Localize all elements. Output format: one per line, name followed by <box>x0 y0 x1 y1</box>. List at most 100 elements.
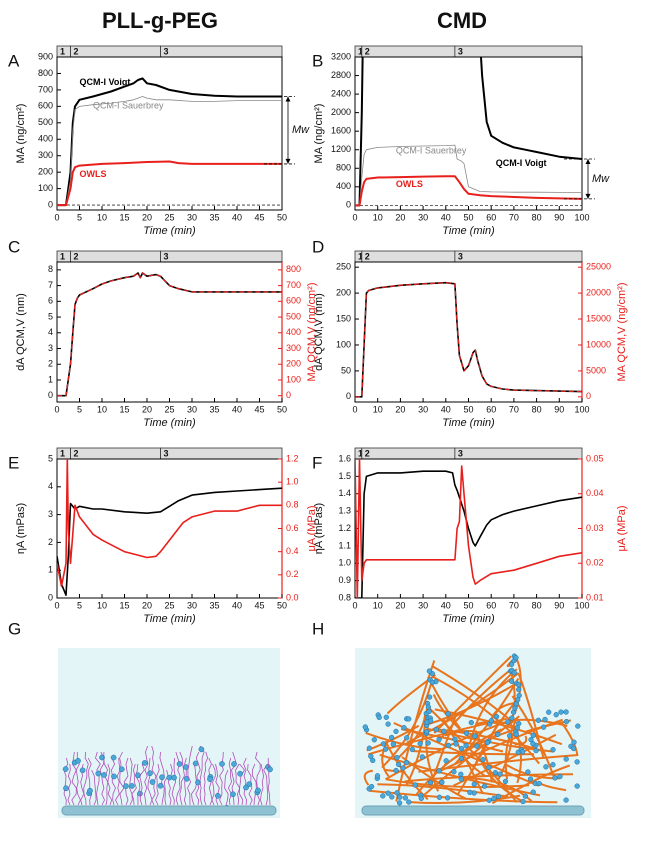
y-tick-label: 1 <box>48 374 53 384</box>
water-molecule <box>453 741 459 747</box>
water-molecule <box>237 770 243 777</box>
cmd-chain <box>452 733 557 787</box>
water-molecule <box>535 717 542 723</box>
data-line <box>355 282 582 398</box>
water-molecule <box>385 721 391 727</box>
y-tick-label: 400 <box>38 134 53 144</box>
water-molecule <box>267 766 273 773</box>
water-molecule <box>123 783 129 789</box>
water-molecule <box>502 778 509 785</box>
cmd-chain <box>481 762 524 803</box>
water-molecule <box>397 794 403 800</box>
x-tick-label: 100 <box>574 600 589 610</box>
cmd-chain <box>409 794 521 805</box>
water-molecule <box>390 741 396 747</box>
water-molecule <box>445 742 452 749</box>
phase-label: 3 <box>458 251 463 261</box>
water-molecule <box>75 757 81 764</box>
series-label: OWLS <box>80 169 107 179</box>
y-tick-label: 3200 <box>331 51 351 61</box>
x-tick-label: 30 <box>418 404 428 414</box>
water-molecule <box>513 655 519 661</box>
polymer-chain <box>227 757 232 806</box>
x-tick-label: 30 <box>187 600 197 610</box>
water-molecule <box>436 768 442 774</box>
phase-bar <box>160 45 283 58</box>
water-molecule <box>366 745 373 751</box>
x-tick-label: 15 <box>119 212 129 222</box>
y-tick-label: 0 <box>346 200 351 210</box>
x-tick-label: 40 <box>441 404 451 414</box>
y-tick-label: 100 <box>336 339 351 349</box>
water-molecule <box>574 759 580 765</box>
x-tick-label: 10 <box>97 404 107 414</box>
water-molecule <box>472 733 478 739</box>
water-molecule <box>563 709 569 715</box>
water-molecule <box>575 723 581 729</box>
phase-bar <box>454 45 583 58</box>
x-tick-label: 45 <box>254 404 264 414</box>
water-molecule <box>433 726 439 733</box>
x-tick-label: 100 <box>574 404 589 414</box>
polymer-chain <box>219 751 224 806</box>
phase-label: 2 <box>74 251 79 261</box>
x-tick-label: 90 <box>554 600 564 610</box>
water-molecule <box>243 784 249 791</box>
water-molecule <box>427 779 434 786</box>
water-molecule <box>516 686 522 693</box>
y-tick-label: 0 <box>48 592 53 602</box>
phase-bar <box>361 250 456 263</box>
water-molecule <box>474 743 480 749</box>
x-tick-label: 40 <box>441 600 451 610</box>
water-molecule <box>404 735 410 741</box>
x-tick-label: 0 <box>352 212 357 222</box>
water-molecule <box>426 694 433 700</box>
x-tick-label: 45 <box>254 600 264 610</box>
y-tick-label: 2 <box>48 537 53 547</box>
y2-tick-label: 0.0 <box>286 592 299 602</box>
water-molecule <box>497 771 503 777</box>
y-tick-label: 0.9 <box>338 575 351 585</box>
water-molecule <box>230 791 236 798</box>
phase-label: 2 <box>74 46 79 56</box>
phase-label: 1 <box>358 46 363 56</box>
water-molecule <box>557 773 563 780</box>
water-molecule <box>480 756 486 763</box>
substrate <box>361 805 585 816</box>
water-molecule <box>419 754 425 760</box>
polymer-chain <box>147 757 153 806</box>
water-molecule <box>530 789 536 795</box>
water-molecule <box>436 737 442 743</box>
water-molecule <box>481 783 488 789</box>
water-molecule <box>380 741 387 747</box>
water-molecule <box>495 793 502 800</box>
polymer-chain <box>239 763 245 806</box>
water-molecule <box>543 764 549 770</box>
cmd-chain <box>443 728 518 766</box>
x-tick-label: 5 <box>77 212 82 222</box>
polymer-chain <box>111 757 116 806</box>
water-molecule <box>231 761 237 767</box>
y2-tick-label: 0.2 <box>286 569 299 579</box>
water-molecule <box>463 742 469 749</box>
x-tick-label: 80 <box>532 404 542 414</box>
water-molecule <box>493 713 500 720</box>
x-tick-label: 100 <box>574 212 589 222</box>
phase-bar <box>70 45 161 58</box>
cmd-chain <box>517 673 545 759</box>
y2-tick-label: 0.02 <box>586 558 604 568</box>
water-molecule <box>395 761 402 768</box>
y2-tick-label: 800 <box>286 264 301 274</box>
plot-frame <box>56 458 283 599</box>
x-tick-label: 40 <box>232 404 242 414</box>
y-tick-label: 4 <box>48 327 53 337</box>
water-molecule <box>393 728 399 735</box>
y-tick-label: 200 <box>38 167 53 177</box>
water-molecule <box>506 733 513 739</box>
water-molecule <box>471 781 477 787</box>
water-molecule <box>383 714 389 720</box>
water-molecule <box>129 783 135 789</box>
water-molecule <box>458 755 465 762</box>
water-molecule <box>198 746 205 753</box>
water-molecule <box>406 799 412 805</box>
